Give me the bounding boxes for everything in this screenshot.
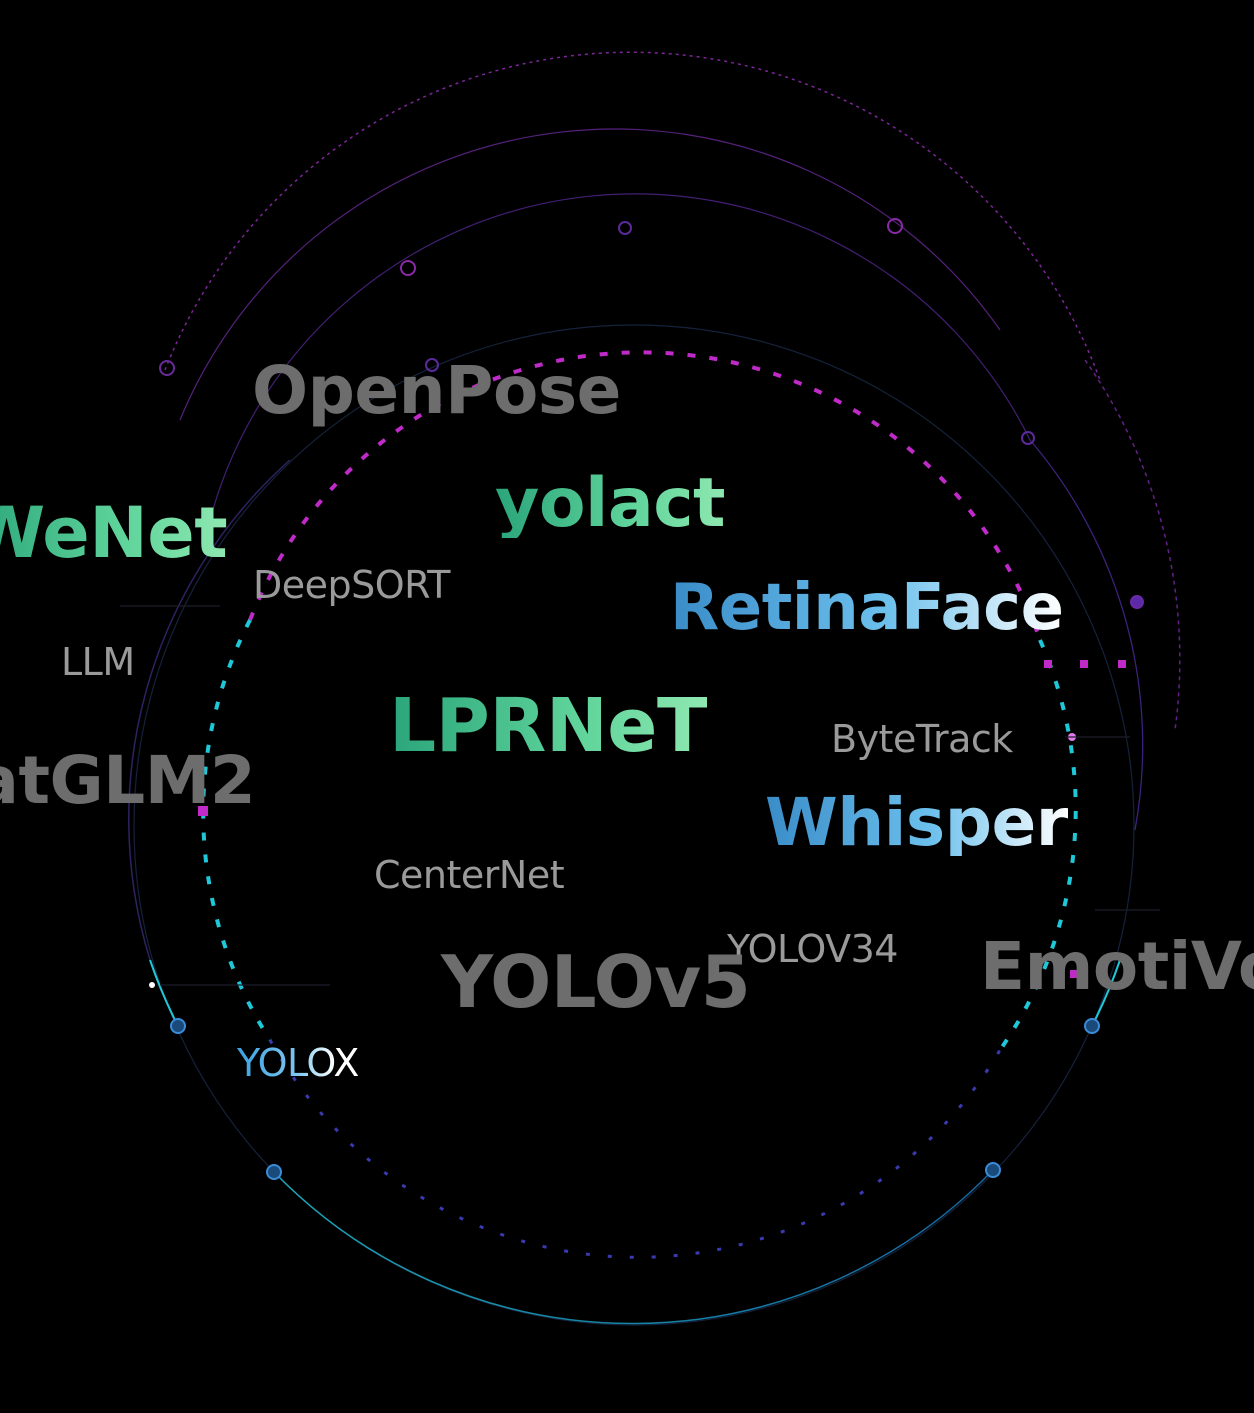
- outer-arc-top: [164, 51, 1101, 381]
- bottom-cyan-arc: [273, 1169, 994, 1325]
- right-purple-arc: [1084, 359, 1181, 731]
- word-yolov34: YOLOV34: [727, 927, 898, 971]
- ring-nodes: [149, 218, 1144, 1180]
- word-yolact: yolact: [495, 464, 726, 543]
- inner-dashed-left: [201, 619, 272, 1042]
- left-cyan-arc: [149, 959, 179, 1027]
- horizontal-ticks: [120, 605, 1160, 986]
- word-yolox: YOLOX: [237, 1041, 359, 1085]
- word-centernet: CenterNet: [374, 853, 565, 897]
- inner-dashed-top: [248, 350, 1042, 641]
- word-wenet: WeNet: [0, 498, 228, 568]
- word-deepsort: DeepSORT: [253, 563, 451, 607]
- word-openpose: OpenPose: [252, 352, 621, 429]
- word-llm: LLM: [61, 640, 135, 684]
- word-lprnet: LPRNeT: [389, 683, 707, 769]
- left-purple-arc: [128, 459, 291, 961]
- word-emotivoice: EmotiVoice: [980, 928, 1254, 1005]
- third-arc: [209, 193, 1031, 521]
- word-bytetrack: ByteTrack: [831, 717, 1013, 761]
- magenta-dashes: [198, 660, 1126, 978]
- word-yolov5: YOLOv5: [441, 940, 751, 1024]
- right-inner-arc: [1029, 439, 1144, 831]
- outer-circle: [133, 324, 1135, 1326]
- word-whisper: Whisper: [765, 784, 1068, 861]
- word-retinaface: RetinaFace: [670, 571, 1064, 645]
- inner-dashed-bottom: [268, 1039, 1002, 1259]
- word-chatglm2: ChatGLM2: [0, 742, 256, 819]
